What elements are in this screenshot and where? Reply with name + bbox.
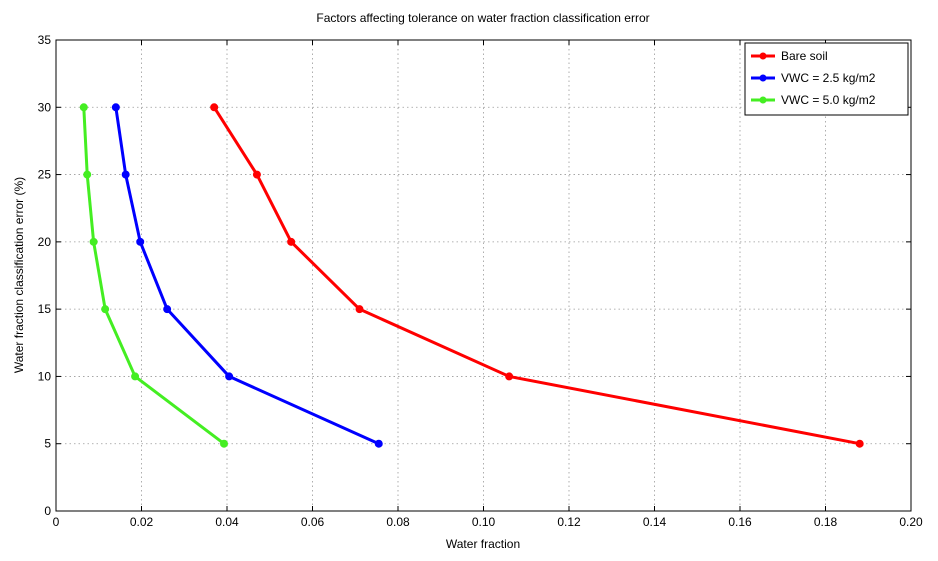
y-tick-label: 20 [38, 235, 52, 249]
series-1-point [855, 439, 864, 448]
series-3-point [83, 170, 92, 179]
series-3-point [220, 439, 229, 448]
legend-label: VWC = 5.0 kg/m2 [781, 93, 876, 107]
y-tick-label: 0 [44, 504, 51, 518]
series [79, 103, 864, 448]
y-tick-label: 5 [44, 437, 51, 451]
series-1-point [287, 237, 296, 246]
y-tick-label: 30 [38, 100, 52, 114]
labels: Factors affecting tolerance on water fra… [12, 11, 650, 551]
x-tick-label: 0 [53, 515, 60, 529]
y-tick-label: 10 [38, 369, 52, 383]
chart-title: Factors affecting tolerance on water fra… [316, 11, 649, 25]
series-1-point [210, 103, 219, 112]
x-tick-label: 0.18 [814, 515, 838, 529]
y-axis-label: Water fraction classification error (%) [12, 177, 26, 373]
x-tick-label: 0.20 [899, 515, 923, 529]
legend-label: VWC = 2.5 kg/m2 [781, 71, 876, 85]
series-3-point [131, 372, 140, 381]
series-2-point [136, 237, 145, 246]
x-tick-label: 0.12 [557, 515, 581, 529]
legend-entry: VWC = 2.5 kg/m2 [751, 71, 876, 85]
legend-entry: VWC = 5.0 kg/m2 [751, 93, 876, 107]
series-1-point [252, 170, 261, 179]
y-tick-label: 15 [38, 302, 52, 316]
series-1-line [212, 105, 862, 446]
series-2-point [121, 170, 130, 179]
legend: Bare soil VWC = 2.5 kg/m2 VWC = 5.0 kg/m2 [744, 42, 909, 116]
series-1-point [505, 372, 514, 381]
legend-entry: Bare soil [751, 49, 828, 63]
series-3 [79, 103, 229, 448]
series-3-point [89, 237, 98, 246]
legend-swatch-marker [759, 52, 767, 60]
series-2-point [225, 372, 234, 381]
series-3-point [79, 103, 88, 112]
series-3-line [82, 105, 226, 446]
x-tick-label: 0.06 [301, 515, 325, 529]
series-2-line [114, 105, 381, 446]
x-tick-label: 0.04 [215, 515, 239, 529]
series-2-point [163, 305, 172, 314]
x-tick-label: 0.08 [386, 515, 410, 529]
x-tick-label: 0.14 [643, 515, 667, 529]
x-tick-label: 0.16 [728, 515, 752, 529]
series-2-point [374, 439, 383, 448]
series-3-point [101, 305, 110, 314]
axes: 0 0.02 0.04 0.06 0.08 0.10 0.12 0.14 0.16 0.18 0.2… [38, 33, 923, 529]
series-1-point [355, 305, 364, 314]
series-2-point [111, 103, 120, 112]
x-tick-label: 0.02 [130, 515, 154, 529]
series-1 [210, 103, 864, 448]
y-tick-label: 35 [38, 33, 52, 47]
legend-label: Bare soil [781, 49, 828, 63]
y-tick-label: 25 [38, 168, 52, 182]
legend-swatch-marker [759, 96, 767, 104]
x-tick-label: 0.10 [472, 515, 496, 529]
legend-swatch-marker [759, 74, 767, 82]
x-axis-label: Water fraction [446, 537, 520, 551]
series-2 [111, 103, 383, 448]
